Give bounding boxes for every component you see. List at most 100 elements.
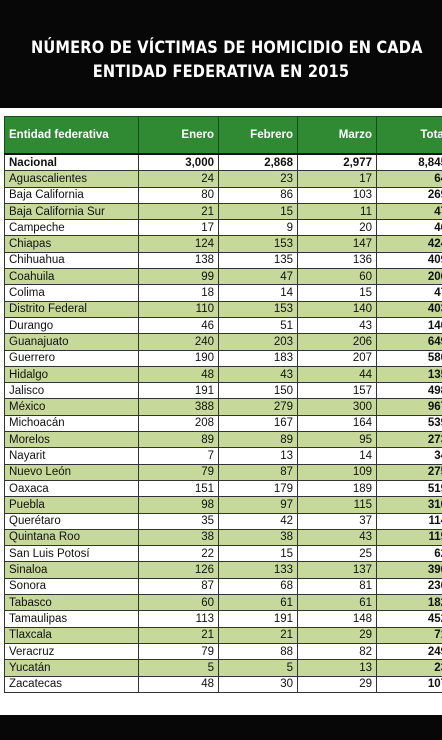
cell-febrero: 179 <box>218 479 298 498</box>
cell-enero: 48 <box>138 365 219 384</box>
cell-febrero: 153 <box>218 235 298 253</box>
cell-name: Chihuahua <box>4 251 139 270</box>
cell-name: Colima <box>4 284 139 302</box>
table-body: Nacional 3,000 2,868 2,977 8,845 Aguasca… <box>4 153 442 693</box>
cell-febrero: 153 <box>218 300 298 318</box>
cell-febrero: 14 <box>218 284 298 302</box>
cell-febrero: 38 <box>218 528 298 547</box>
cell-febrero: 133 <box>218 561 298 579</box>
table-row: San Luis Potosí22152562 <box>4 545 442 563</box>
table-row: Chihuahua138135136409 <box>4 251 442 270</box>
cell-enero: 60 <box>138 594 219 612</box>
cell-total: 206 <box>376 268 442 286</box>
title-line-1: NÚMERO DE VÍCTIMAS DE HOMICIDIO EN CADA <box>30 38 423 58</box>
cell-marzo: 164 <box>297 414 377 433</box>
cell-total: 107 <box>376 675 442 693</box>
cell-enero: 3,000 <box>138 153 219 172</box>
cell-febrero: 15 <box>218 202 298 221</box>
cell-enero: 79 <box>138 642 219 661</box>
cell-total: 135 <box>376 365 442 384</box>
cell-marzo: 300 <box>297 398 377 416</box>
table-row: Tlaxcala21212971 <box>4 626 442 644</box>
table-row: México388279300967 <box>4 398 442 416</box>
cell-febrero: 43 <box>218 365 298 384</box>
cell-name: Querétaro <box>4 512 139 530</box>
cell-name: Nacional <box>4 153 139 172</box>
cell-enero: 17 <box>138 219 219 237</box>
cell-enero: 48 <box>138 675 219 693</box>
cell-name: Guanajuato <box>4 333 139 351</box>
cell-enero: 138 <box>138 251 219 270</box>
cell-febrero: 89 <box>218 431 298 449</box>
table-row: Yucatán551323 <box>4 659 442 677</box>
cell-enero: 18 <box>138 284 219 302</box>
table-row: Chiapas124153147424 <box>4 235 442 253</box>
cell-febrero: 42 <box>218 512 298 530</box>
cell-febrero: 23 <box>218 170 298 188</box>
cell-marzo: 25 <box>297 545 377 563</box>
cell-name: Guerrero <box>4 349 139 367</box>
cell-febrero: 47 <box>218 268 298 286</box>
cell-febrero: 15 <box>218 545 298 563</box>
cell-febrero: 88 <box>218 642 298 661</box>
table-row: Baja California Sur21151147 <box>4 202 442 221</box>
cell-name: Quintana Roo <box>4 528 139 547</box>
cell-febrero: 13 <box>218 447 298 465</box>
cell-marzo: 44 <box>297 365 377 384</box>
cell-enero: 24 <box>138 170 219 188</box>
cell-total: 452 <box>376 610 442 628</box>
cell-total: 539 <box>376 414 442 433</box>
table-row: Baja California8086103269 <box>4 186 442 204</box>
table-row: Puebla9897115310 <box>4 496 442 514</box>
cell-enero: 38 <box>138 528 219 547</box>
cell-enero: 208 <box>138 414 219 433</box>
cell-enero: 191 <box>138 382 219 400</box>
cell-marzo: 147 <box>297 235 377 253</box>
cell-name: Tamaulipas <box>4 610 139 628</box>
cell-marzo: 95 <box>297 431 377 449</box>
cell-total: 403 <box>376 300 442 318</box>
table-row: Colima18141547 <box>4 284 442 302</box>
table-row: Distrito Federal110153140403 <box>4 300 442 318</box>
cell-febrero: 86 <box>218 186 298 204</box>
cell-name: Oaxaca <box>4 479 139 498</box>
cell-total: 580 <box>376 349 442 367</box>
national-row: Nacional 3,000 2,868 2,977 8,845 <box>4 153 442 172</box>
cell-marzo: 109 <box>297 463 377 481</box>
cell-enero: 35 <box>138 512 219 530</box>
table-row: Nayarit7131434 <box>4 447 442 465</box>
cell-name: Sinaloa <box>4 561 139 579</box>
cell-enero: 190 <box>138 349 219 367</box>
cell-enero: 89 <box>138 431 219 449</box>
cell-name: Puebla <box>4 496 139 514</box>
cell-name: Nayarit <box>4 447 139 465</box>
cell-name: Baja California <box>4 186 139 204</box>
cell-marzo: 189 <box>297 479 377 498</box>
cell-febrero: 150 <box>218 382 298 400</box>
cell-name: Yucatán <box>4 659 139 677</box>
cell-marzo: 136 <box>297 251 377 270</box>
table-row: Quintana Roo383843119 <box>4 528 442 547</box>
cell-name: México <box>4 398 139 416</box>
cell-name: Aguascalientes <box>4 170 139 188</box>
cell-name: Zacatecas <box>4 675 139 693</box>
cell-enero: 7 <box>138 447 219 465</box>
cell-name: Jalisco <box>4 382 139 400</box>
cell-total: 967 <box>376 398 442 416</box>
table-row: Michoacán208167164539 <box>4 414 442 433</box>
cell-total: 310 <box>376 496 442 514</box>
cell-febrero: 21 <box>218 626 298 644</box>
cell-febrero: 183 <box>218 349 298 367</box>
cell-marzo: 103 <box>297 186 377 204</box>
cell-febrero: 87 <box>218 463 298 481</box>
cell-marzo: 20 <box>297 219 377 237</box>
cell-marzo: 148 <box>297 610 377 628</box>
cell-name: Distrito Federal <box>4 300 139 318</box>
cell-marzo: 11 <box>297 202 377 221</box>
cell-name: Durango <box>4 316 139 335</box>
homicide-table: Entidad federativa Enero Febrero Marzo T… <box>4 116 442 693</box>
cell-marzo: 43 <box>297 528 377 547</box>
cell-enero: 240 <box>138 333 219 351</box>
cell-name: Michoacán <box>4 414 139 433</box>
cell-enero: 124 <box>138 235 219 253</box>
